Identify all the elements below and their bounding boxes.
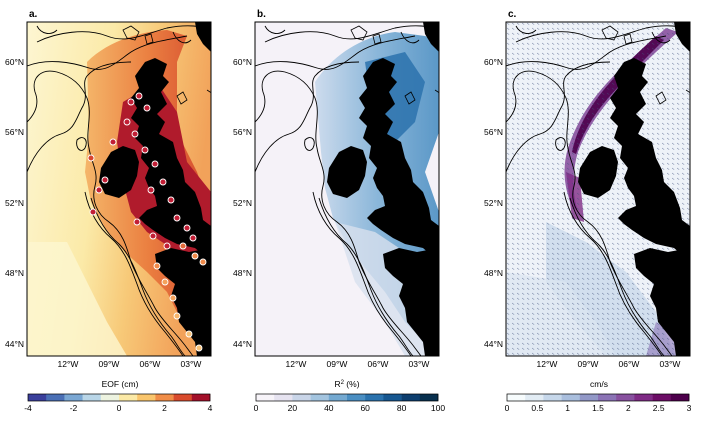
lon-tick-label: 03°W [660,359,681,369]
lat-tick-label: 56°N [233,127,252,137]
lon-tick-label: 12°W [58,359,79,369]
colorbar-tick-label: 2 [626,403,631,413]
colorbar-swatch [616,394,635,401]
colorbar-swatch [543,394,562,401]
colorbar-tick-label: 2 [162,403,167,413]
colorbar-tick-label: 0.5 [531,403,543,413]
lat-tick-labels: 60°N 56°N 52°N 48°N 44°N [5,57,24,349]
colorbar-label: EOF (cm) [102,379,139,389]
colorbar-swatch [383,394,402,401]
panel-a: a. 60°N 56°N 52°N 48°N 44°N 12°W 09°W 06… [5,9,213,413]
colorbar-swatch [292,394,311,401]
colorbar: 0 20 40 60 80 100 [254,393,445,413]
lat-tick-label: 48°N [5,268,24,278]
colorbar-tick-label: 60 [360,403,370,413]
colorbar-swatch [274,394,293,401]
panel-label: b. [257,9,266,20]
lon-tick-label: 06°W [140,359,161,369]
lat-tick-label: 60°N [484,57,503,67]
lat-tick-label: 52°N [484,198,503,208]
lon-tick-label: 12°W [286,359,307,369]
colorbar-swatch [419,394,439,401]
lon-tick-labels: 12°W 09°W 06°W 03°W [286,359,430,369]
colorbar-tick-label: 40 [324,403,334,413]
colorbar-swatch [670,394,690,401]
panel-c: c. 60°N 56°N 52°N 48°N 44°N 12°W 09°W 06… [484,9,692,413]
colorbar-tick-label: 3 [687,403,692,413]
colorbar: 0 0.5 1 1.5 2 2.5 3 [505,393,692,413]
colorbar-swatch [561,394,581,401]
colorbar-label: R2 (%) [334,379,359,389]
colorbar-swatch [598,394,617,401]
panel-b: b. 60°N 56°N 52°N 48°N 44°N 12°W 09°W 06… [233,9,445,413]
colorbar-swatch [401,394,421,401]
colorbar-frame [506,393,690,402]
lat-tick-label: 52°N [233,198,252,208]
colorbar-tick-label: 0 [254,403,259,413]
colorbar-swatch [46,394,65,401]
colorbar-swatch [652,394,672,401]
colorbar-swatch [100,394,120,401]
colorbar-swatch [579,394,599,401]
colorbar-tick-label: 1.5 [592,403,604,413]
lat-tick-label: 60°N [233,57,252,67]
colorbar-swatch [507,394,526,401]
colorbar-tick-label: 4 [208,403,213,413]
lat-tick-label: 44°N [484,339,503,349]
colorbar-frame [255,393,439,402]
colorbar-swatch [347,394,366,401]
colorbar-swatch [173,394,193,401]
colorbar-swatch [119,394,138,401]
colorbar-tick-label: 2.5 [653,403,665,413]
colorbar-swatch [137,394,156,401]
lon-tick-label: 03°W [181,359,202,369]
lat-tick-label: 60°N [5,57,24,67]
colorbar-swatch [155,394,174,401]
lat-tick-label: 56°N [484,127,503,137]
colorbar-tick-label: 0 [117,403,122,413]
colorbar-swatch [82,394,102,401]
lon-tick-labels: 12°W 09°W 06°W 03°W [58,359,202,369]
colorbar-tick-label: -2 [70,403,78,413]
lat-tick-label: 44°N [5,339,24,349]
colorbar-label: cm/s [590,379,608,389]
colorbar-tick-label: 20 [288,403,298,413]
colorbar-swatch [256,394,275,401]
colorbar-tick-label: 1 [565,403,570,413]
colorbar-swatch [634,394,653,401]
colorbar-swatch [28,394,47,401]
colorbar-swatch [525,394,544,401]
lon-tick-label: 09°W [99,359,120,369]
panel-label: c. [508,9,517,20]
lat-tick-label: 56°N [5,127,24,137]
lat-tick-label: 48°N [233,268,252,278]
panel-label: a. [29,9,38,20]
lat-tick-label: 44°N [233,339,252,349]
colorbar-swatch [191,394,211,401]
lat-tick-labels: 60°N 56°N 52°N 48°N 44°N [233,57,252,349]
lon-tick-label: 09°W [578,359,599,369]
colorbar-tick-label: 0 [505,403,510,413]
colorbar-frame [27,393,211,402]
colorbar-tick-label: 100 [431,403,445,413]
colorbar-swatch [328,394,348,401]
colorbar-swatch [64,394,83,401]
colorbar-swatch [310,394,330,401]
colorbar: -4 -2 0 2 4 [24,393,213,413]
colorbar-tick-label: -4 [24,403,32,413]
lat-tick-label: 52°N [5,198,24,208]
lon-tick-label: 09°W [327,359,348,369]
lon-tick-label: 06°W [368,359,389,369]
lon-tick-label: 03°W [409,359,430,369]
lon-tick-labels: 12°W 09°W 06°W 03°W [537,359,681,369]
lon-tick-label: 12°W [537,359,558,369]
colorbar-tick-label: 80 [397,403,407,413]
lat-tick-labels: 60°N 56°N 52°N 48°N 44°N [484,57,503,349]
lon-tick-label: 06°W [619,359,640,369]
colorbar-swatch [365,394,384,401]
lat-tick-label: 48°N [484,268,503,278]
